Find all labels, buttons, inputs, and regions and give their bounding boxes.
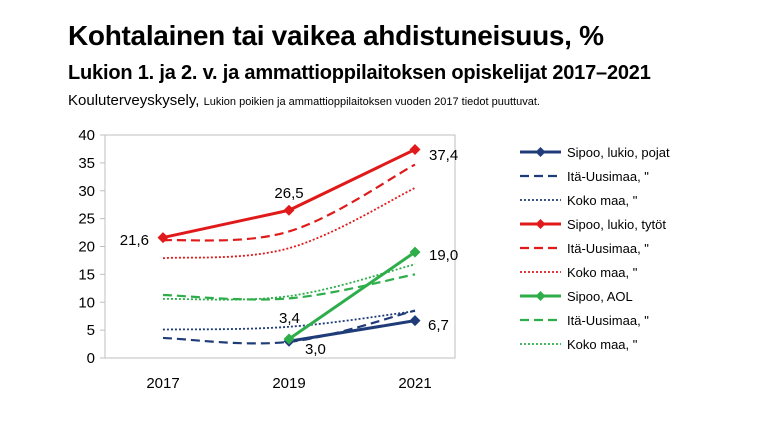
- legend-label: Itä-Uusimaa, ": [567, 241, 649, 256]
- series-line-2: [162, 310, 416, 331]
- chart-lines: [157, 143, 421, 347]
- legend-marker: [535, 291, 546, 301]
- y-tick-label: 20: [78, 239, 95, 256]
- y-tick-label: 15: [78, 266, 95, 283]
- series-line-4: [162, 163, 416, 242]
- legend-marker: [535, 147, 546, 157]
- data-label: 3,4: [279, 310, 300, 327]
- series-line-5: [162, 187, 416, 260]
- x-tick-label: 2021: [398, 375, 431, 392]
- y-tick-label: 35: [78, 155, 95, 172]
- legend-label: Koko maa, ": [567, 265, 638, 280]
- chart-axes: 0 5 10 15 20 25 30 35 40 2017 2019 2021: [78, 127, 456, 392]
- y-tick-label: 10: [78, 294, 95, 311]
- legend-label: Koko maa, ": [567, 337, 638, 352]
- x-tick-label: 2019: [272, 375, 305, 392]
- legend-label: Itä-Uusimaa, ": [567, 313, 649, 328]
- data-label: 3,0: [305, 341, 326, 358]
- series-line-7: [162, 273, 416, 301]
- chart-subtitle: Lukion 1. ja 2. v. ja ammattioppilaitoks…: [68, 62, 651, 84]
- series-marker-6: [409, 246, 421, 258]
- series-marker-3: [157, 232, 169, 244]
- series-line-0: [288, 319, 416, 343]
- data-label: 26,5: [274, 185, 303, 202]
- source-line: Kouluterveyskysely, Lukion poikien ja am…: [68, 92, 540, 109]
- series-marker-3: [409, 143, 421, 155]
- legend-label: Itä-Uusimaa, ": [567, 169, 649, 184]
- series-marker-3: [283, 204, 295, 216]
- y-tick-label: 0: [87, 350, 95, 367]
- legend-label: Sipoo, lukio, tytöt: [567, 217, 666, 232]
- y-tick-label: 5: [87, 322, 95, 339]
- data-label: 19,0: [429, 247, 458, 264]
- legend-label: Sipoo, AOL: [567, 289, 633, 304]
- x-tick-label: 2017: [146, 375, 179, 392]
- legend-marker: [535, 219, 546, 229]
- chart-legend: Sipoo, lukio, pojat Itä-Uusimaa, " Koko ma…: [520, 145, 670, 352]
- legend-label: Sipoo, lukio, pojat: [567, 145, 670, 160]
- legend-label: Koko maa, ": [567, 193, 638, 208]
- source-text: Kouluterveyskysely,: [68, 92, 200, 109]
- data-label: 37,4: [429, 147, 458, 164]
- y-tick-label: 25: [78, 211, 95, 228]
- data-label: 21,6: [120, 232, 149, 249]
- series-line-6: [288, 250, 416, 341]
- source-note: Lukion poikien ja ammattioppilaitoksen v…: [203, 96, 540, 108]
- chart-data-labels: 3,0 6,7 21,6 26,5 37,4 3,4 19,0: [120, 147, 458, 358]
- series-marker-0: [409, 315, 421, 327]
- y-tick-label: 30: [78, 183, 95, 200]
- series-marker-6: [283, 333, 295, 345]
- chart-title: Kohtalainen tai vaikea ahdistuneisuus, %: [68, 20, 604, 51]
- data-label: 6,7: [428, 317, 449, 334]
- y-tick-label: 40: [78, 127, 95, 144]
